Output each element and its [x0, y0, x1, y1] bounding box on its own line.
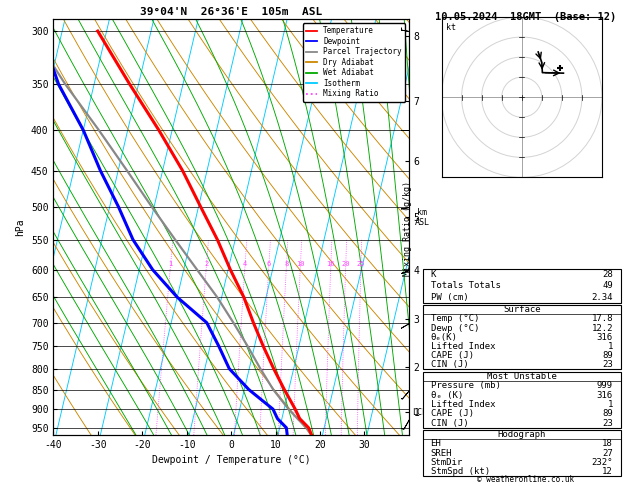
Text: 8: 8 — [284, 261, 289, 267]
Text: Hodograph: Hodograph — [498, 430, 546, 439]
Text: 23: 23 — [602, 418, 613, 428]
Text: 6: 6 — [267, 261, 271, 267]
Text: Temp (°C): Temp (°C) — [431, 314, 479, 324]
Legend: Temperature, Dewpoint, Parcel Trajectory, Dry Adiabat, Wet Adiabat, Isotherm, Mi: Temperature, Dewpoint, Parcel Trajectory… — [303, 23, 405, 102]
Text: 10: 10 — [296, 261, 304, 267]
Text: SREH: SREH — [431, 449, 452, 458]
Text: θₑ (K): θₑ (K) — [431, 391, 463, 399]
Text: Surface: Surface — [503, 305, 540, 314]
FancyBboxPatch shape — [423, 269, 621, 303]
Y-axis label: km
ASL: km ASL — [415, 208, 430, 227]
Text: CIN (J): CIN (J) — [431, 360, 468, 369]
Text: 1: 1 — [169, 261, 173, 267]
Text: EH: EH — [431, 439, 442, 449]
Text: 17.8: 17.8 — [591, 314, 613, 324]
Text: © weatheronline.co.uk: © weatheronline.co.uk — [477, 474, 574, 484]
Text: 10.05.2024  18GMT  (Base: 12): 10.05.2024 18GMT (Base: 12) — [435, 12, 616, 22]
Text: 4: 4 — [243, 261, 247, 267]
Text: 316: 316 — [597, 391, 613, 399]
Text: 20: 20 — [342, 261, 350, 267]
Text: CIN (J): CIN (J) — [431, 418, 468, 428]
Text: K: K — [431, 270, 436, 279]
Text: 89: 89 — [602, 409, 613, 418]
Text: StmDir: StmDir — [431, 458, 463, 467]
FancyBboxPatch shape — [423, 305, 621, 369]
Text: 27: 27 — [602, 449, 613, 458]
Text: θₑ(K): θₑ(K) — [431, 333, 457, 342]
Text: LCL: LCL — [413, 408, 427, 417]
Text: Dewp (°C): Dewp (°C) — [431, 324, 479, 332]
Text: CAPE (J): CAPE (J) — [431, 351, 474, 360]
Text: 28: 28 — [602, 270, 613, 279]
Y-axis label: hPa: hPa — [16, 218, 25, 236]
Text: 2: 2 — [204, 261, 209, 267]
Text: Lifted Index: Lifted Index — [431, 342, 495, 351]
Text: Mixing Ratio (g/kg): Mixing Ratio (g/kg) — [403, 181, 412, 276]
Text: kt: kt — [445, 23, 455, 32]
Title: 39°04'N  26°36'E  105m  ASL: 39°04'N 26°36'E 105m ASL — [140, 7, 322, 17]
Text: Most Unstable: Most Unstable — [487, 372, 557, 381]
Text: Pressure (mb): Pressure (mb) — [431, 381, 501, 390]
Text: 232°: 232° — [591, 458, 613, 467]
Text: 1: 1 — [608, 342, 613, 351]
Text: PW (cm): PW (cm) — [431, 293, 468, 302]
Text: 999: 999 — [597, 381, 613, 390]
Text: CAPE (J): CAPE (J) — [431, 409, 474, 418]
FancyBboxPatch shape — [423, 430, 621, 476]
Text: 25: 25 — [357, 261, 365, 267]
Text: 23: 23 — [602, 360, 613, 369]
Text: Totals Totals: Totals Totals — [431, 281, 501, 290]
Text: 12: 12 — [602, 467, 613, 476]
Text: 89: 89 — [602, 351, 613, 360]
Text: 16: 16 — [326, 261, 335, 267]
Text: Lifted Index: Lifted Index — [431, 400, 495, 409]
Text: 18: 18 — [602, 439, 613, 449]
Text: StmSpd (kt): StmSpd (kt) — [431, 467, 490, 476]
Text: 316: 316 — [597, 333, 613, 342]
X-axis label: Dewpoint / Temperature (°C): Dewpoint / Temperature (°C) — [152, 455, 311, 466]
Text: 49: 49 — [602, 281, 613, 290]
Text: 1: 1 — [608, 400, 613, 409]
Text: 12.2: 12.2 — [591, 324, 613, 332]
FancyBboxPatch shape — [423, 372, 621, 428]
Text: 2.34: 2.34 — [591, 293, 613, 302]
